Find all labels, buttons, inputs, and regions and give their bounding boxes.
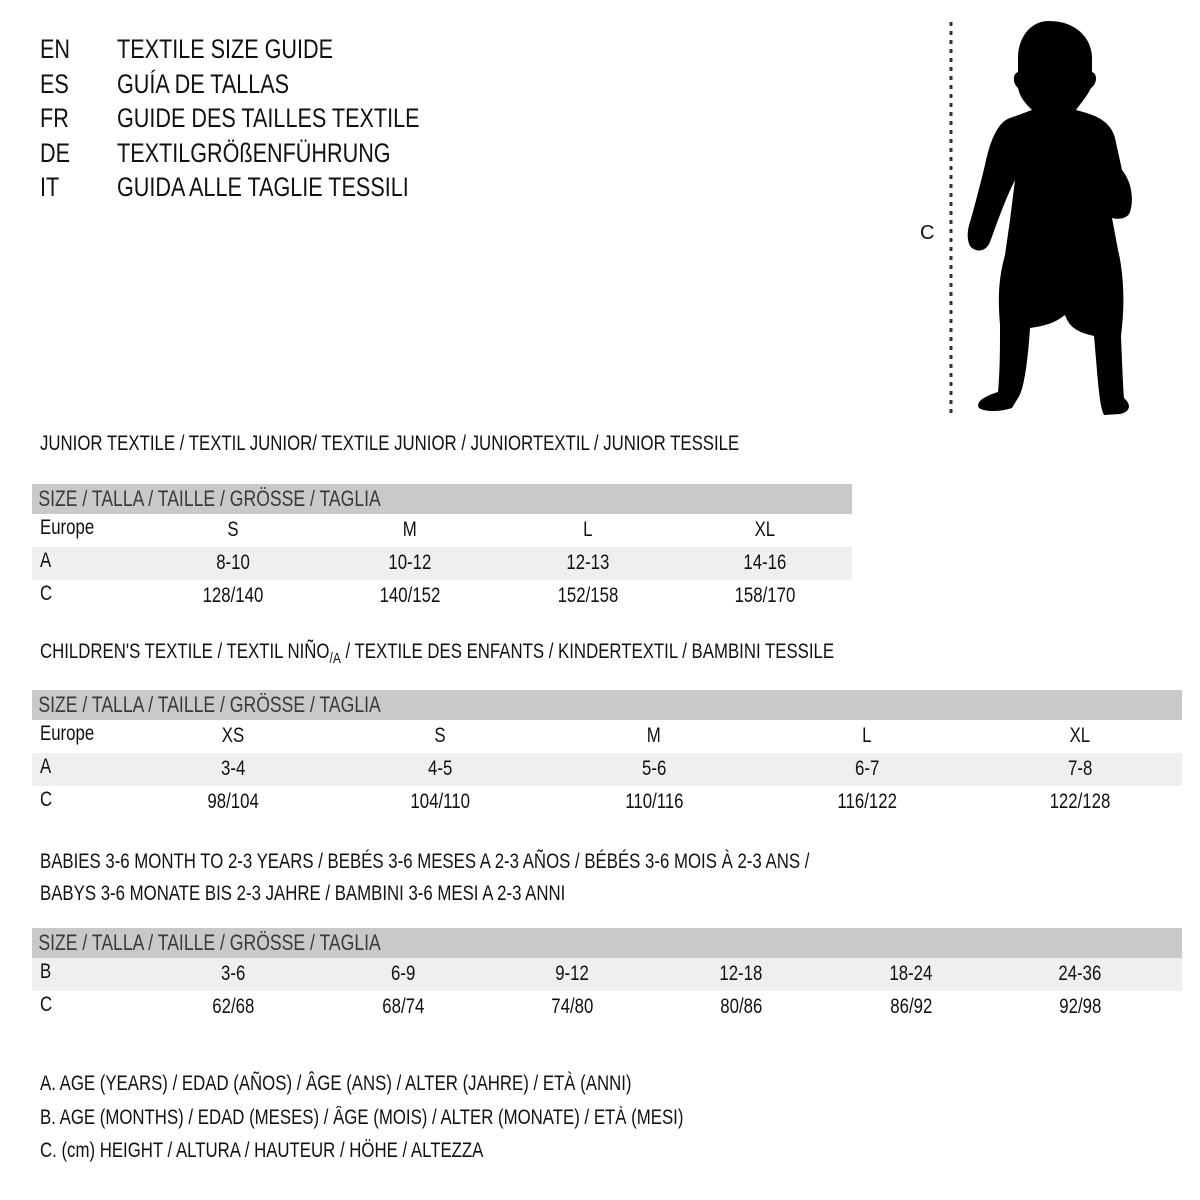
lang-code: ES [40,68,69,99]
babies-title-line2: BABYS 3-6 MONATE BIS 2-3 JAHRE / BAMBINI… [40,882,566,905]
children-size-table: SIZE / TALLA / TAILLE / GRÖSSE / TAGLIA … [32,690,1182,819]
lang-title: TEXTILE SIZE GUIDE [117,34,334,64]
table-row: B 3-6 6-9 9-12 12-18 18-24 24-36 [32,958,1182,991]
table-row: C 62/68 68/74 74/80 80/86 86/92 92/98 [32,991,1182,1024]
row-label: Europe [40,722,95,745]
table-cell: 92/98 [1058,995,1102,1018]
lang-title: GUIDA ALLE TAGLIE TESSILI [117,172,409,202]
table-cell: 122/128 [1049,790,1111,813]
table-cell: 110/116 [624,790,684,813]
children-title: CHILDREN'S TEXTILE / TEXTIL NIÑO/A / TEX… [40,640,835,668]
table-cell: S [434,724,446,747]
lang-title: GUIDE DES TAILLES TEXTILE [117,103,420,133]
table-cell: 86/92 [889,995,933,1018]
table-cell: 68/74 [381,995,425,1018]
table-cell: 128/140 [202,584,264,607]
babies-size-table: SIZE / TALLA / TAILLE / GRÖSSE / TAGLIA … [32,928,1182,1024]
table-row: Europe S M L XL [32,514,852,547]
table-cell: 9-12 [555,962,589,985]
row-label: A [40,549,52,572]
row-label: A [40,755,52,778]
table-cell: M [403,518,417,541]
table-cell: XS [221,724,245,747]
table-row: A 8-10 10-12 12-13 14-16 [32,547,852,580]
table-cell: 4-5 [427,757,453,780]
table-cell: 152/158 [557,584,619,607]
table-row: A 3-4 4-5 5-6 6-7 7-8 [32,753,1182,786]
figure-label: C [920,222,934,244]
table-cell: 12-13 [566,551,610,574]
lang-title: GUÍA DE TALLAS [117,68,290,99]
junior-title: JUNIOR TEXTILE / TEXTIL JUNIOR/ TEXTILE … [40,432,740,455]
child-silhouette-icon: C [920,20,1132,416]
junior-size-table: SIZE / TALLA / TAILLE / GRÖSSE / TAGLIA … [32,484,852,613]
row-label: C [40,993,53,1016]
table-cell: 8-10 [216,551,250,574]
table-header: SIZE / TALLA / TAILLE / GRÖSSE / TAGLIA [32,690,1182,720]
silhouette [967,20,1132,416]
table-row: Europe XS S M L XL [32,720,1182,753]
lang-code: EN [40,34,71,64]
table-cell: 3-6 [220,962,246,985]
table-cell: M [647,724,661,747]
table-cell: 104/110 [410,790,470,813]
row-label: C [40,582,53,605]
row-label: B [40,960,52,983]
table-cell: L [862,724,872,747]
table-cell: 140/152 [379,584,441,607]
table-cell: 10-12 [388,551,432,574]
table-cell: 18-24 [889,962,933,985]
table-cell: XL [1069,724,1091,747]
table-cell: 14-16 [743,551,787,574]
table-row: C 98/104 104/110 110/116 116/122 122/128 [32,786,1182,819]
lang-code: IT [40,172,60,202]
table-cell: 6-9 [390,962,416,985]
lang-title: TEXTILGRÖßENFÜHRUNG [117,137,391,168]
legend-a: A. AGE (YEARS) / EDAD (AÑOS) / ÂGE (ANS)… [40,1072,632,1095]
table-cell: 6-7 [854,757,880,780]
row-label: Europe [40,516,95,539]
legend-c: C. (cm) HEIGHT / ALTURA / HAUTEUR / HÖHE… [40,1139,484,1162]
table-cell: 74/80 [550,995,594,1018]
table-header: SIZE / TALLA / TAILLE / GRÖSSE / TAGLIA [32,484,852,514]
table-cell: 62/68 [211,995,255,1018]
lang-code: FR [40,103,69,133]
table-cell: 12-18 [719,962,763,985]
table-cell: L [583,518,593,541]
table-header: SIZE / TALLA / TAILLE / GRÖSSE / TAGLIA [32,928,1182,958]
legend-b: B. AGE (MONTHS) / EDAD (MESES) / ÂGE (MO… [40,1106,684,1129]
table-cell: 158/170 [734,584,796,607]
lang-code: DE [40,137,71,168]
table-cell: S [227,518,239,541]
table-cell: 3-4 [220,757,246,780]
table-cell: 5-6 [641,757,667,780]
table-cell: 7-8 [1067,757,1093,780]
table-cell: 116/122 [837,790,897,813]
table-cell: XL [754,518,776,541]
table-cell: 98/104 [207,790,259,813]
table-cell: 80/86 [719,995,763,1018]
babies-title-line1: BABIES 3-6 MONTH TO 2-3 YEARS / BEBÉS 3-… [40,850,810,873]
row-label: C [40,788,53,811]
table-row: C 128/140 140/152 152/158 158/170 [32,580,852,613]
table-cell: 24-36 [1058,962,1102,985]
